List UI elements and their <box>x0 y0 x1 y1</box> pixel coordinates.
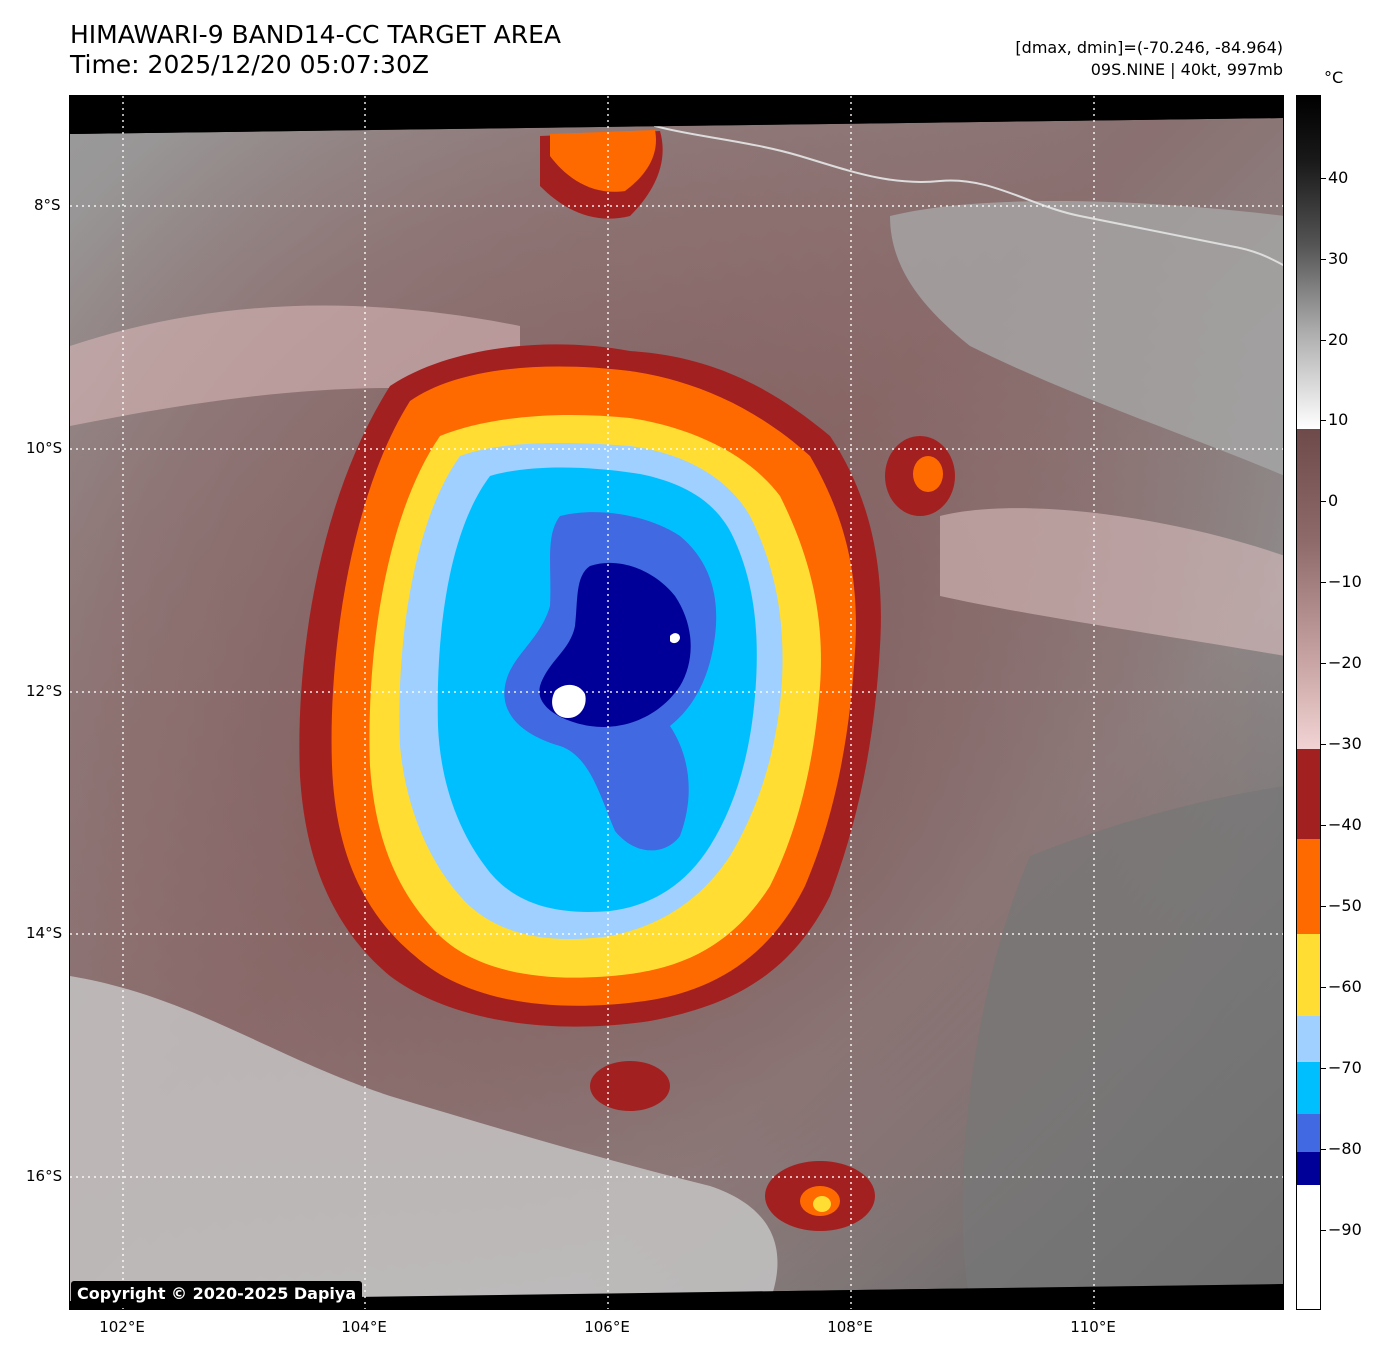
colorbar-tick <box>1321 501 1326 502</box>
lon-label-110e: 110°E <box>1070 1318 1116 1336</box>
cloud-navy <box>539 562 691 727</box>
colorbar-label: 20 <box>1328 330 1349 349</box>
colorbar-tick <box>1321 582 1326 583</box>
south-cell-yellow <box>813 1196 831 1212</box>
lat-label-14s: 14°S <box>26 924 63 942</box>
colorbar-cyan <box>1297 1062 1320 1114</box>
colorbar-royal-blue <box>1297 1114 1320 1152</box>
colorbar-label: −80 <box>1328 1139 1362 1158</box>
warm-clear-area-se <box>962 786 1283 1301</box>
colorbar-label: −70 <box>1328 1058 1362 1077</box>
colorbar-tick <box>1321 663 1326 664</box>
colorbar-tick <box>1321 744 1326 745</box>
lon-label-106e: 106°E <box>584 1318 630 1336</box>
time-title: Time: 2025/12/20 05:07:30Z <box>70 50 429 79</box>
colorbar-label: −30 <box>1328 734 1362 753</box>
lat-label-10s: 10°S <box>26 439 63 457</box>
colorbar-label: 40 <box>1328 168 1349 187</box>
colorbar-label: 0 <box>1328 491 1339 510</box>
lat-label-8s: 8°S <box>34 196 61 214</box>
colorbar-tick <box>1321 178 1326 179</box>
colorbar-label: −50 <box>1328 896 1362 915</box>
coastline <box>653 96 1283 267</box>
warm-clear-area-sw <box>70 976 778 1301</box>
colorbar-tick <box>1321 1149 1326 1150</box>
colorbar <box>1296 95 1321 1310</box>
title-block: HIMAWARI-9 BAND14-CC TARGET AREA Time: 2… <box>70 20 561 80</box>
colorbar-tick <box>1321 987 1326 988</box>
satellite-imagery <box>70 96 1283 1309</box>
colorbar-tick <box>1321 420 1326 421</box>
colorbar-navy <box>1297 1152 1320 1185</box>
colorbar-label: −10 <box>1328 572 1362 591</box>
storm-intensity: 09S.NINE | 40kt, 997mb <box>1090 60 1283 79</box>
east-cell-orange <box>913 456 943 492</box>
colorbar-tick <box>1321 825 1326 826</box>
colorbar-label: 10 <box>1328 410 1349 429</box>
colorbar-label: −60 <box>1328 977 1362 996</box>
south-cell-2-red <box>590 1061 670 1111</box>
graticule <box>70 96 1283 1309</box>
lon-label-108e: 108°E <box>827 1318 873 1336</box>
lon-label-104e: 104°E <box>341 1318 387 1336</box>
pink-cirrus-band <box>70 305 520 426</box>
colorbar-tick <box>1321 1068 1326 1069</box>
colorbar-gray-ramp <box>1297 96 1320 429</box>
colorbar-light-blue <box>1297 1016 1320 1062</box>
colorbar-label: −20 <box>1328 653 1362 672</box>
colorbar-tick <box>1321 906 1326 907</box>
warm-clear-area-ne <box>890 201 1283 476</box>
colorbar-brown-pink-ramp <box>1297 429 1320 749</box>
colorbar-tick <box>1321 340 1326 341</box>
dmax-dmin-readout: [dmax, dmin]=(-70.246, -84.964) <box>1015 38 1283 57</box>
colorbar-white <box>1297 1185 1320 1309</box>
colorbar-yellow <box>1297 934 1320 1016</box>
no-data-top <box>70 96 1283 134</box>
colorbar-unit: °C <box>1324 68 1344 87</box>
no-data-bottom <box>70 1284 1283 1309</box>
lat-label-16s: 16°S <box>26 1167 63 1185</box>
pink-cirrus-east <box>940 508 1283 656</box>
satellite-map[interactable] <box>69 95 1284 1310</box>
lon-label-102e: 102°E <box>99 1318 145 1336</box>
colorbar-dark-red <box>1297 749 1320 839</box>
storm-info: [dmax, dmin]=(-70.246, -84.964) 09S.NINE… <box>1015 37 1283 81</box>
cloud-coldest-white <box>552 684 586 718</box>
colorbar-tick <box>1321 1230 1326 1231</box>
main-title: HIMAWARI-9 BAND14-CC TARGET AREA <box>70 20 562 49</box>
lat-label-12s: 12°S <box>26 682 63 700</box>
colorbar-label: −40 <box>1328 815 1362 834</box>
colorbar-label: −90 <box>1328 1220 1362 1239</box>
colorbar-orange <box>1297 839 1320 934</box>
cloud-small-white <box>670 633 680 644</box>
copyright-badge: Copyright © 2020-2025 Dapiya <box>71 1281 363 1307</box>
colorbar-tick <box>1321 259 1326 260</box>
north-cluster-orange <box>550 130 656 192</box>
colorbar-label: 30 <box>1328 249 1349 268</box>
